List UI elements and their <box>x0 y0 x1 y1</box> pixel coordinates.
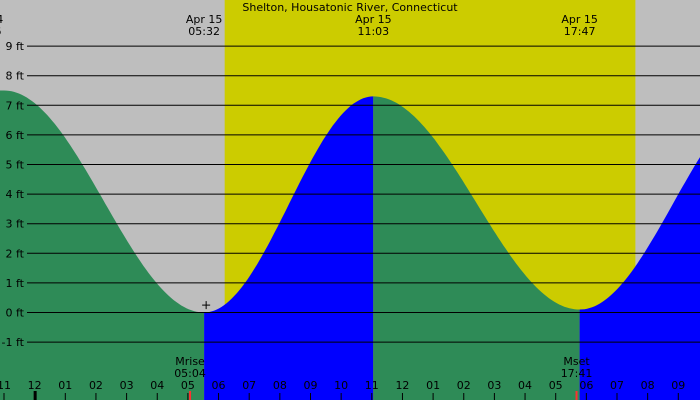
event-date-label: Apr 15 <box>186 13 223 26</box>
event-time-label: 17:47 <box>564 25 596 38</box>
x-tick-label: 05 <box>549 379 563 392</box>
falling-tide-area <box>0 90 4 400</box>
x-tick-label: 04 <box>518 379 532 392</box>
event-time-label: 05:32 <box>188 25 220 38</box>
moon-marker <box>189 391 192 400</box>
rising-tide-area <box>204 96 374 400</box>
x-tick-label: 10 <box>334 379 348 392</box>
x-tick-label: 02 <box>89 379 103 392</box>
y-tick-label: -1 ft <box>2 336 25 349</box>
y-tick-label: 0 ft <box>6 307 25 320</box>
y-tick-label: 4 ft <box>6 188 25 201</box>
event-date-label: Apr 15 <box>561 13 598 26</box>
moon-time-label: 05:04 <box>174 367 206 380</box>
x-tick-label: 05 <box>181 379 195 392</box>
x-tick-label: 09 <box>671 379 685 392</box>
x-tick-label: 07 <box>610 379 624 392</box>
y-tick-label: 6 ft <box>6 129 25 142</box>
moon-event-label: Mrise <box>175 355 205 368</box>
x-tick-label: 04 <box>150 379 164 392</box>
rising-tide-area <box>579 157 700 400</box>
event-time-label: 11:03 <box>357 25 389 38</box>
x-tick-label: 03 <box>120 379 134 392</box>
y-tick-label: 3 ft <box>6 218 25 231</box>
x-tick-label: 07 <box>242 379 256 392</box>
x-tick-label: 11 <box>0 379 11 392</box>
x-tick-label: 01 <box>426 379 440 392</box>
event-date-label: Apr 15 <box>355 13 392 26</box>
y-tick-label: 9 ft <box>6 40 25 53</box>
x-tick-label: 09 <box>304 379 318 392</box>
x-tick-label: 06 <box>212 379 226 392</box>
y-tick-label: 7 ft <box>6 99 25 112</box>
y-tick-label: 2 ft <box>6 247 25 260</box>
x-tick-label: 06 <box>579 379 593 392</box>
falling-tide-area <box>4 90 205 400</box>
x-tick-label: 02 <box>457 379 471 392</box>
x-tick-label: 08 <box>273 379 287 392</box>
y-tick-label: 1 ft <box>6 277 25 290</box>
x-tick-label: 11 <box>365 379 379 392</box>
x-tick-label: 12 <box>395 379 409 392</box>
moon-event-label: Mset <box>563 355 590 368</box>
chart-title: Shelton, Housatonic River, Connecticut <box>242 1 458 14</box>
y-tick-label: 5 ft <box>6 159 25 172</box>
y-tick-label: 8 ft <box>6 70 25 83</box>
event-time-label: 6 <box>0 25 1 38</box>
midnight-marker <box>33 391 37 400</box>
x-tick-label: 08 <box>641 379 655 392</box>
moon-marker <box>575 391 578 400</box>
falling-tide-area <box>373 96 580 400</box>
moon-time-label: 17:41 <box>561 367 593 380</box>
x-tick-label: 03 <box>487 379 501 392</box>
event-date-label: :4 <box>0 13 3 26</box>
x-tick-label: 12 <box>28 379 42 392</box>
x-tick-label: 01 <box>58 379 72 392</box>
